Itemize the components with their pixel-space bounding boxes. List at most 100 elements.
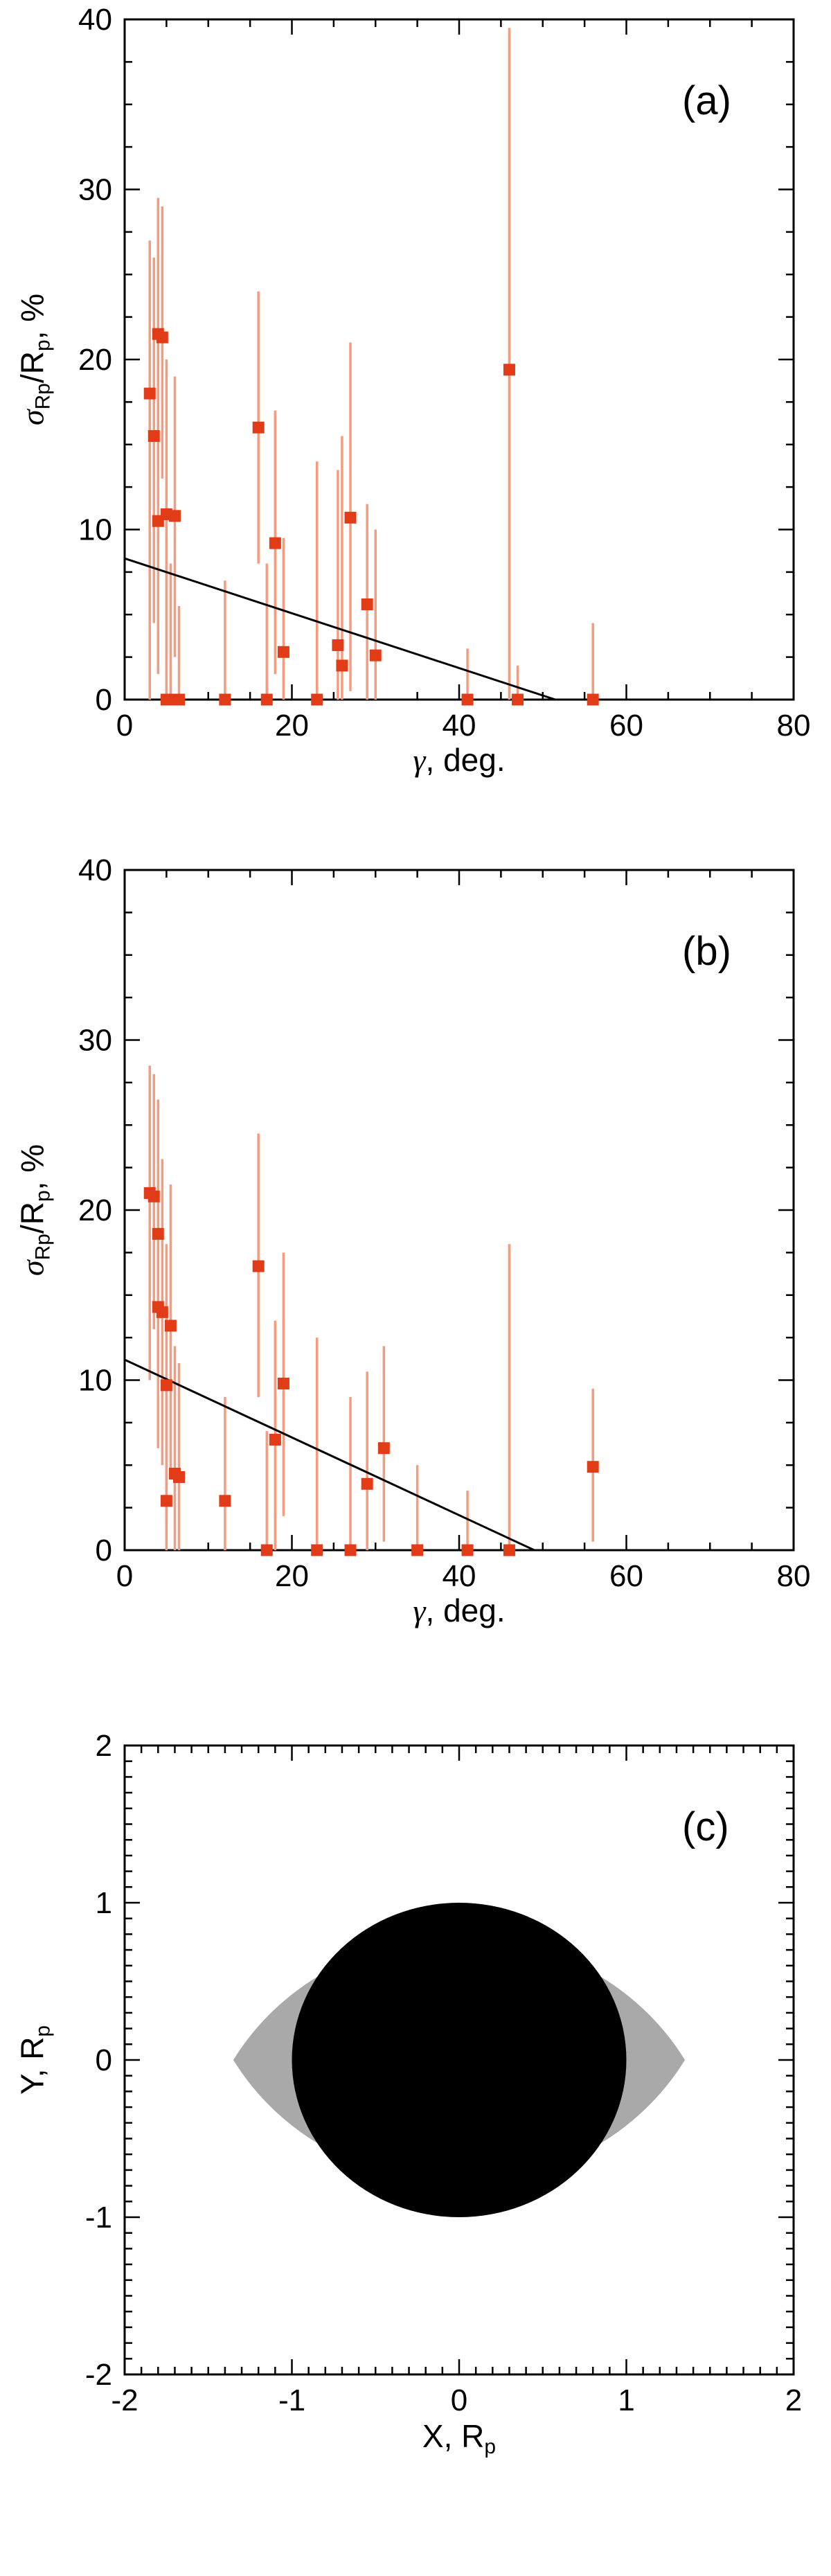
data-point bbox=[219, 1495, 231, 1507]
data-point bbox=[587, 1461, 599, 1473]
y-tick-label: 0 bbox=[96, 683, 112, 717]
y-tick-label: -2 bbox=[85, 2358, 112, 2392]
panel-b-yaxis-title: σRp/Rp, % bbox=[15, 1144, 55, 1276]
data-point bbox=[269, 537, 281, 549]
panel-b-letter: (b) bbox=[682, 929, 731, 974]
y-tick-label: -1 bbox=[85, 2201, 112, 2235]
gamma-symbol: γ bbox=[413, 743, 426, 778]
data-point bbox=[156, 331, 168, 344]
yaxis-slash-r: /R bbox=[14, 351, 51, 384]
y-tick-label: 40 bbox=[78, 853, 112, 887]
x-tick-label: 0 bbox=[116, 1559, 133, 1593]
data-point bbox=[219, 693, 231, 706]
data-point bbox=[411, 1544, 424, 1556]
y-tick-label: 20 bbox=[78, 1193, 112, 1227]
data-point bbox=[260, 693, 273, 706]
data-point bbox=[156, 1306, 168, 1318]
data-point bbox=[277, 1377, 289, 1389]
x-tick-label: -1 bbox=[278, 2383, 305, 2417]
x-tick-label: 1 bbox=[618, 2383, 634, 2417]
data-point bbox=[503, 1544, 515, 1556]
x-tick-label: 20 bbox=[275, 709, 309, 743]
y-tick-label: 0 bbox=[96, 2043, 112, 2077]
data-point bbox=[336, 659, 348, 672]
panel-a-letter: (a) bbox=[682, 78, 731, 123]
y-tick-label: 1 bbox=[96, 1886, 112, 1920]
data-point bbox=[252, 421, 265, 434]
yaxis-slash-r: /R bbox=[14, 1202, 51, 1234]
panel-a-xaxis-title: γ, deg. bbox=[125, 743, 794, 779]
yaxis-label-subscript: p bbox=[31, 2025, 55, 2037]
y-tick-label: 0 bbox=[96, 1534, 112, 1567]
panel-c-yaxis-title: Y, Rp bbox=[15, 2025, 55, 2095]
x-tick-label: 2 bbox=[785, 2383, 802, 2417]
x-tick-label: 60 bbox=[609, 709, 643, 743]
xaxis-label-text: X, R bbox=[422, 2418, 485, 2454]
data-point bbox=[369, 649, 382, 661]
planet-disk bbox=[292, 1903, 627, 2217]
data-point bbox=[503, 364, 515, 376]
data-point bbox=[344, 511, 357, 524]
data-point bbox=[148, 1190, 160, 1202]
data-point bbox=[461, 693, 474, 706]
sigma-symbol: σ bbox=[15, 409, 51, 426]
x-tick-label: 20 bbox=[275, 1559, 309, 1593]
data-point bbox=[361, 598, 373, 611]
data-point bbox=[269, 1433, 281, 1446]
x-tick-label: 80 bbox=[777, 709, 811, 743]
yaxis-percent: , % bbox=[14, 293, 51, 340]
data-point bbox=[332, 639, 344, 651]
x-tick-label: 80 bbox=[777, 1559, 811, 1593]
y-tick-label: 10 bbox=[78, 513, 112, 547]
data-point bbox=[344, 1544, 357, 1556]
data-point bbox=[164, 1320, 177, 1332]
data-point bbox=[461, 1544, 474, 1556]
trend-line bbox=[124, 557, 556, 701]
data-point bbox=[160, 1495, 172, 1507]
y-tick-label: 40 bbox=[78, 3, 112, 37]
x-tick-label: 40 bbox=[443, 709, 476, 743]
data-point bbox=[252, 1260, 265, 1272]
y-tick-label: 30 bbox=[78, 1024, 112, 1058]
yaxis-subscript-rp: Rp bbox=[31, 383, 55, 410]
x-tick-label: 40 bbox=[443, 1559, 476, 1593]
y-tick-label: 30 bbox=[78, 173, 112, 207]
xaxis-units: , deg. bbox=[425, 742, 506, 778]
xaxis-label-subscript: p bbox=[484, 2435, 497, 2458]
yaxis-subscript-rp: Rp bbox=[31, 1234, 55, 1261]
x-tick-label: -2 bbox=[111, 2383, 138, 2417]
data-point bbox=[152, 1227, 164, 1240]
data-point bbox=[168, 510, 181, 522]
panel-c-letter: (c) bbox=[682, 1804, 729, 1849]
data-point bbox=[377, 1442, 390, 1455]
sigma-symbol: σ bbox=[15, 1260, 51, 1277]
yaxis-subscript-p: p bbox=[31, 1190, 55, 1202]
yaxis-percent: , % bbox=[14, 1144, 51, 1191]
data-point bbox=[311, 1544, 323, 1556]
y-tick-label: 2 bbox=[96, 1729, 112, 1763]
panel-b-xaxis-title: γ, deg. bbox=[125, 1593, 794, 1629]
panel-a-yaxis-title: σRp/Rp, % bbox=[15, 294, 55, 425]
data-point bbox=[143, 387, 156, 400]
x-tick-label: 60 bbox=[609, 1559, 643, 1593]
data-point bbox=[361, 1477, 373, 1490]
yaxis-subscript-p: p bbox=[31, 339, 55, 352]
y-tick-label: 20 bbox=[78, 343, 112, 377]
data-point bbox=[311, 693, 323, 706]
xaxis-units: , deg. bbox=[425, 1592, 506, 1628]
panel-c-xaxis-title: X, Rp bbox=[125, 2419, 794, 2458]
data-point bbox=[172, 693, 185, 706]
x-tick-label: 0 bbox=[116, 709, 133, 743]
data-point bbox=[260, 1544, 273, 1556]
x-tick-label: 0 bbox=[451, 2383, 467, 2417]
gamma-symbol: γ bbox=[413, 1593, 426, 1628]
trend-line bbox=[124, 1358, 535, 1552]
data-point bbox=[512, 693, 524, 706]
data-point bbox=[277, 646, 289, 658]
yaxis-label-text: Y, R bbox=[14, 2036, 51, 2095]
data-point bbox=[172, 1471, 185, 1483]
data-point bbox=[160, 1379, 172, 1392]
